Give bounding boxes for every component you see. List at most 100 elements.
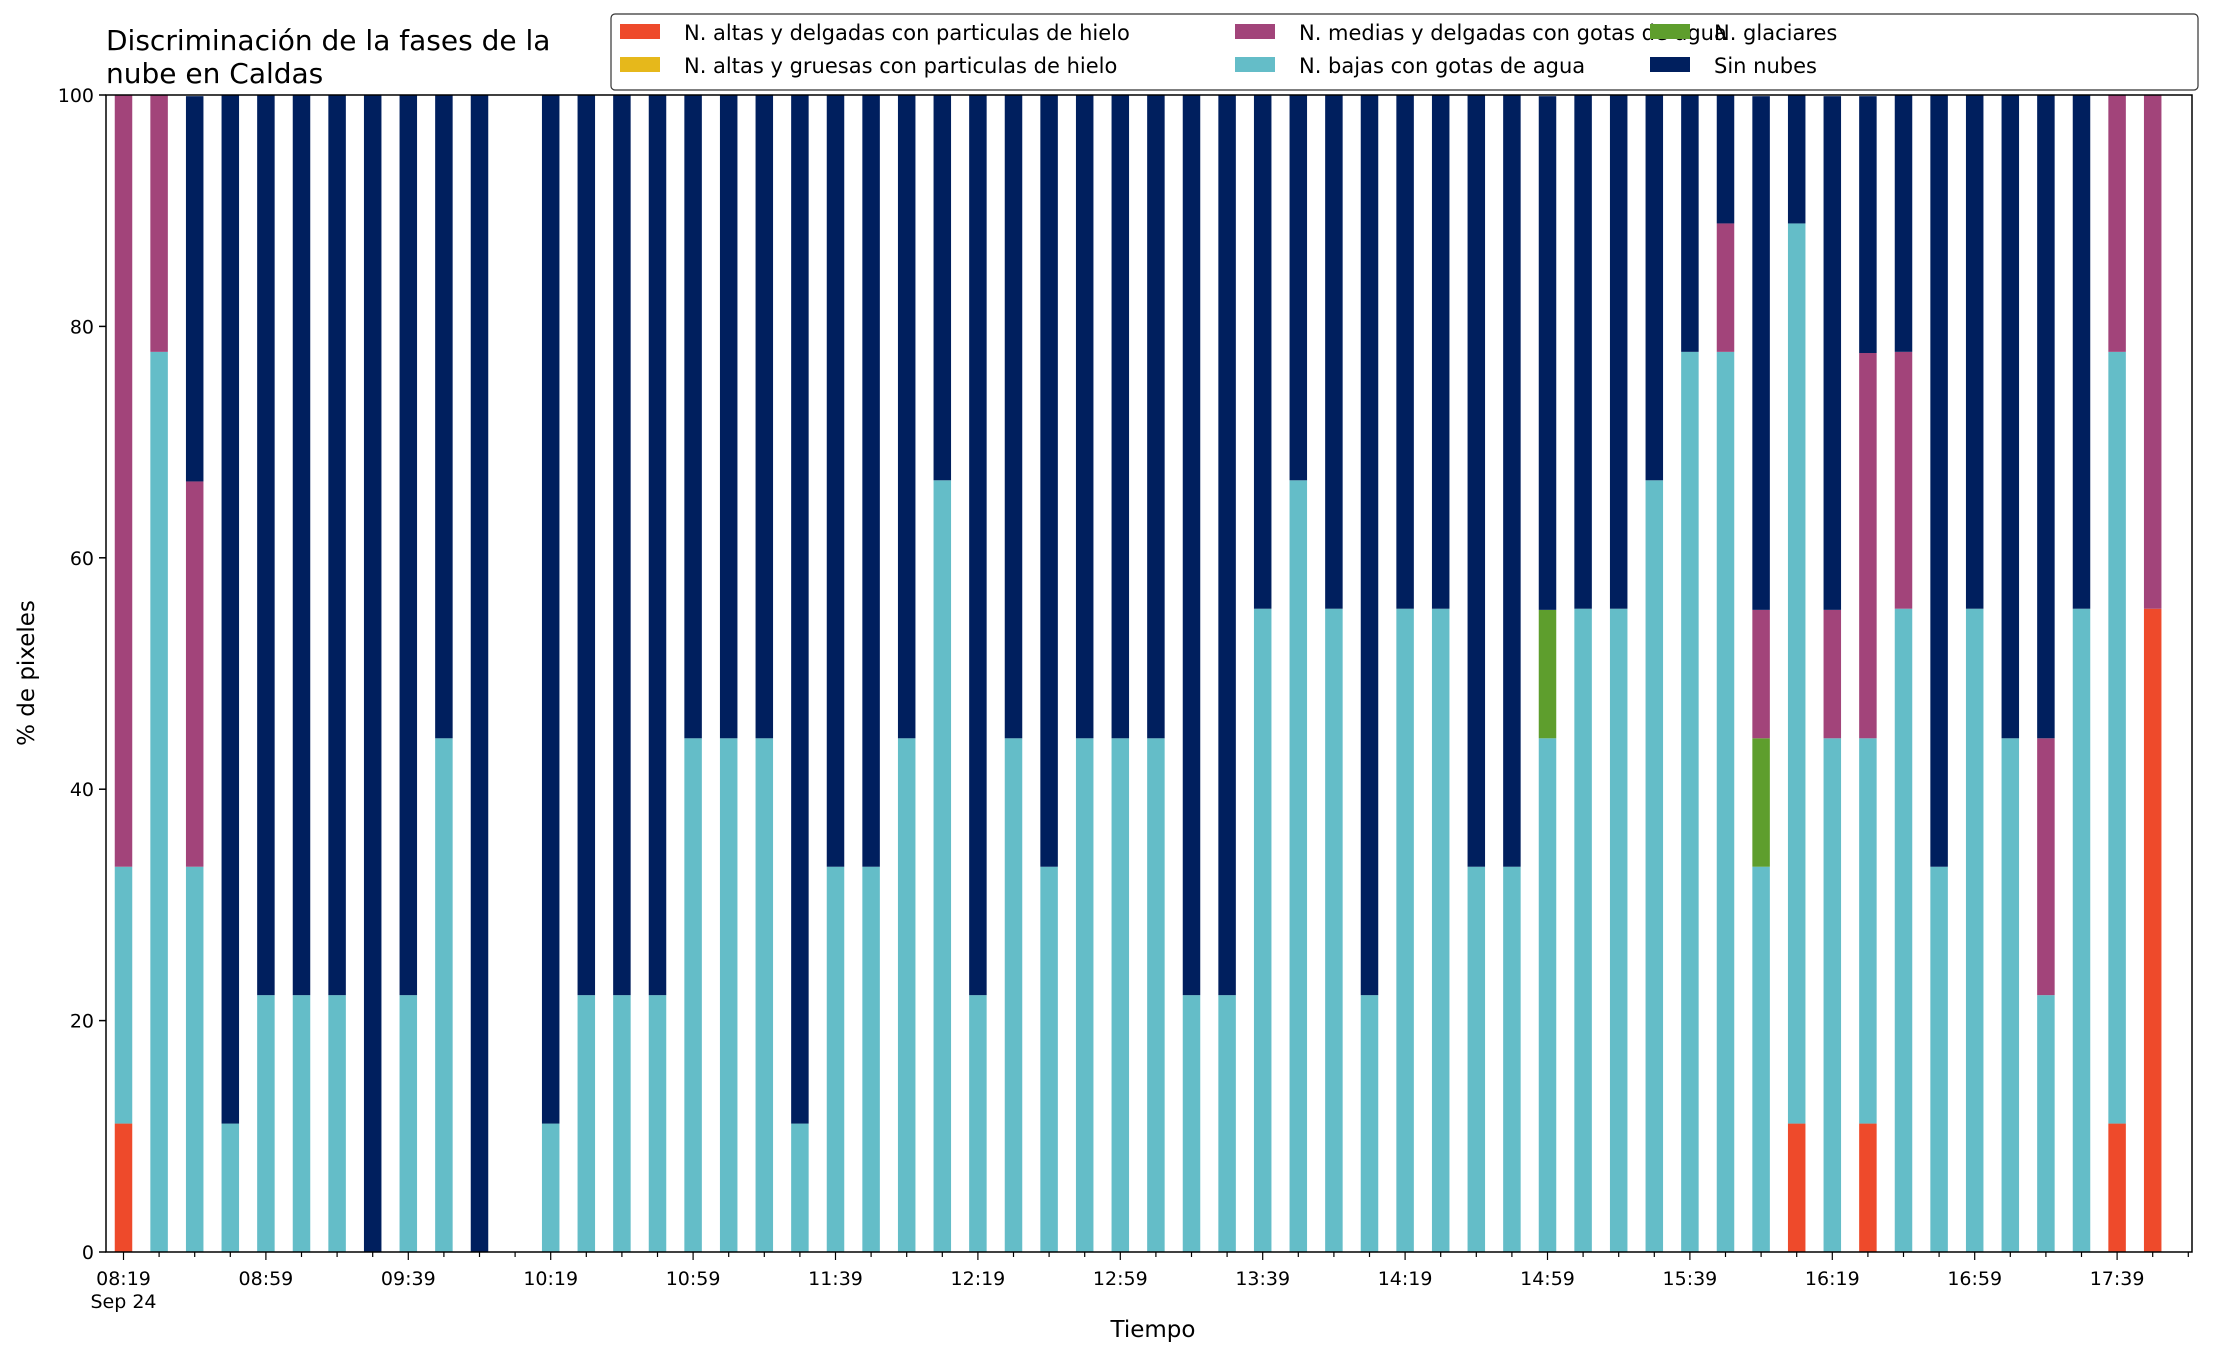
bar-segment-2-44 [1681,351,1699,1253]
x-tick-label: 16:59 [1947,1268,2002,1290]
bar-segment-5-42 [1609,95,1628,609]
chart-title-line-1: Discriminación de la fases de la [106,24,550,57]
bar-segment-5-49 [1859,96,1877,354]
bar-segment-2-24 [969,995,987,1252]
bar-segment-5-34 [1325,95,1343,609]
x-tick-label: 14:19 [1378,1268,1433,1290]
bar-segment-5-32 [1253,95,1272,609]
bar-segment-2-20 [826,866,845,1252]
bar-segment-3-46 [1752,738,1770,867]
bar-segment-4-50 [1894,351,1913,609]
x-tick-sublabel: Sep 24 [90,1291,156,1313]
x-tick-label: 12:59 [1093,1268,1148,1290]
bar-segment-2-50 [1894,608,1913,1252]
bar-segment-2-52 [1965,608,1984,1252]
bar-segment-4-2 [185,481,204,867]
bar-segment-5-19 [791,95,809,1124]
bar-segment-2-42 [1609,608,1628,1252]
bar-segment-5-55 [2072,95,2091,609]
bar-segment-2-54 [2037,995,2055,1252]
bar-segment-5-18 [755,95,774,739]
legend-swatch [1235,24,1275,39]
bar-segment-2-9 [435,738,453,1252]
x-tick-label: 15:39 [1663,1268,1718,1290]
bar-segment-5-38 [1467,95,1486,867]
bar-segment-5-33 [1289,95,1308,481]
bar-segment-5-9 [435,95,453,739]
bar-segment-5-22 [897,95,916,739]
x-tick-label: 13:39 [1235,1268,1290,1290]
bar-segment-5-12 [541,95,560,1124]
legend-label: N. altas y gruesas con particulas de hie… [684,54,1117,78]
legend-swatch [620,57,660,72]
legend: N. altas y delgadas con particulas de hi… [610,13,2199,91]
bar-segment-2-47 [1787,223,1806,1124]
y-tick-label: 100 [58,85,94,107]
bar-segment-4-46 [1752,609,1770,739]
bar-segment-5-24 [969,95,987,996]
bar-segment-5-20 [826,95,845,867]
bar-segment-5-50 [1894,95,1913,352]
bar-segment-2-25 [1004,738,1023,1252]
legend-label: N. bajas con gotas de agua [1299,54,1585,78]
x-tick-label: 17:39 [2090,1268,2145,1290]
bar-segment-2-31 [1218,995,1236,1252]
bar-segment-5-15 [648,95,667,996]
bar-segment-5-5 [292,95,311,996]
bar-segment-0-57 [2143,608,2162,1252]
bar-segment-5-26 [1040,95,1058,867]
bar-segment-2-23 [933,480,952,1252]
bar-segment-5-2 [185,96,204,482]
y-tick-label: 80 [70,316,94,338]
legend-swatch [1650,57,1690,72]
legend-box [610,13,2199,91]
bar-segment-0-0 [114,1123,133,1252]
bar-segment-4-48 [1823,609,1842,739]
bar-segment-4-57 [2143,95,2162,609]
bar-segment-2-30 [1182,995,1201,1252]
bar-segment-5-27 [1075,95,1094,739]
bar-segment-4-0 [114,95,133,867]
bar-segment-5-44 [1681,95,1699,352]
bar-segment-2-43 [1645,480,1664,1252]
legend-label: Sin nubes [1714,54,1817,78]
bar-segment-2-6 [328,995,346,1252]
bar-segment-4-49 [1859,353,1877,739]
bar-segment-5-35 [1360,95,1379,996]
bar-segment-2-8 [399,995,418,1252]
bar-segment-5-28 [1111,95,1130,739]
bar-segment-2-27 [1075,738,1094,1252]
bar-segment-5-52 [1965,95,1984,609]
bar-segment-2-1 [150,351,168,1253]
bar-segment-2-46 [1752,866,1770,1252]
bar-segment-5-47 [1787,95,1806,224]
bar-segment-5-17 [719,95,738,739]
bar-segment-3-40 [1538,609,1557,739]
bar-segment-2-56 [2108,351,2126,1124]
x-tick-label: 08:19 [96,1268,151,1290]
bar-segment-2-22 [897,738,916,1252]
bar-segment-5-43 [1645,95,1664,481]
bar-segment-5-40 [1538,96,1557,610]
chart-title-line-2: nube en Caldas [106,57,323,90]
bar-segment-2-13 [577,995,596,1252]
bar-segment-2-21 [862,866,880,1252]
bar-segment-5-13 [577,95,596,996]
bar-segment-2-39 [1503,866,1521,1252]
bar-segment-5-39 [1503,95,1521,867]
bar-segment-2-15 [648,995,667,1252]
bar-segment-5-29 [1147,95,1165,739]
x-tick-label: 10:19 [523,1268,578,1290]
x-tick-label: 14:59 [1520,1268,1575,1290]
legend-swatch [620,24,660,39]
bar-segment-0-47 [1787,1123,1806,1252]
bar-segment-5-48 [1823,96,1842,610]
y-tick-label: 60 [70,548,94,570]
bar-segment-5-14 [613,95,631,996]
bar-segment-5-46 [1752,96,1770,610]
bar-segment-5-51 [1930,95,1948,867]
x-tick-label: 08:59 [239,1268,294,1290]
bar-segment-5-21 [862,95,880,867]
bar-segment-5-10 [470,95,489,1252]
